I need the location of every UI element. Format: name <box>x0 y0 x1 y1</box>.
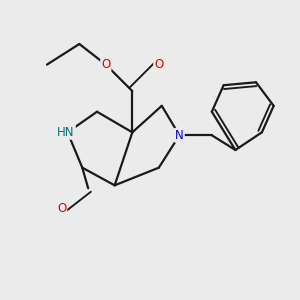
Text: O: O <box>101 58 110 71</box>
Text: O: O <box>57 202 66 215</box>
Text: HN: HN <box>57 126 75 139</box>
Text: O: O <box>154 58 164 71</box>
Text: N: N <box>175 129 184 142</box>
